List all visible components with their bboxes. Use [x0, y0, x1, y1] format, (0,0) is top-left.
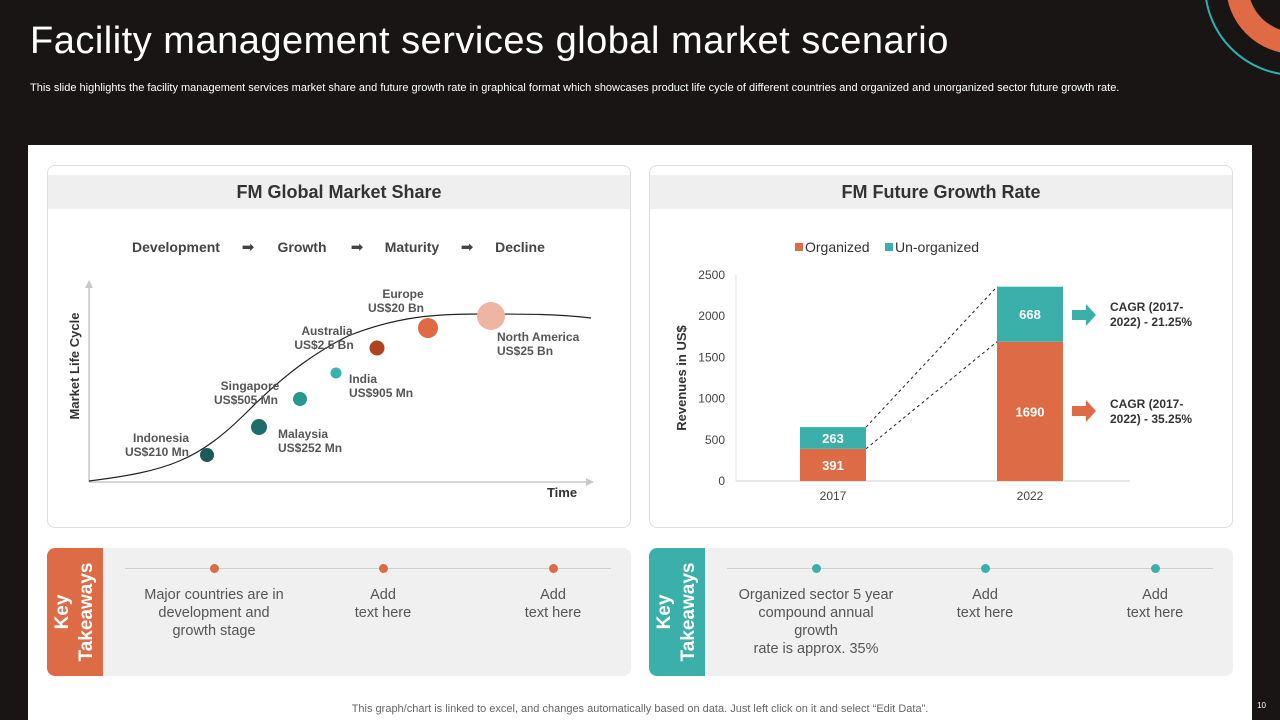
footnote: This graph/chart is linked to excel, and… [351, 703, 929, 715]
bar-un-organized-2017 [800, 427, 866, 449]
life-cycle-point-malaysia [251, 419, 267, 435]
stage-label: Growth [278, 239, 327, 255]
bar-organized-2017 [800, 448, 866, 481]
y-axis-label: Market Life Cycle [67, 313, 82, 420]
takeaway-dot [812, 564, 821, 573]
point-label-indonesia: Indonesia US$210 Mn [125, 431, 189, 459]
takeaway-text: Major countries are in development and gro… [144, 587, 284, 639]
growth-rate-header: FM Future Growth Rate [650, 175, 1232, 209]
decorative-rings [1180, 0, 1280, 95]
y-tick-label: 2500 [698, 268, 725, 282]
slide-title: Facility management services global mark… [30, 20, 949, 62]
bar-un-organized-2022 [997, 286, 1063, 342]
arrow-right-icon: ➡ [351, 239, 364, 256]
stage-label: Maturity [385, 239, 440, 255]
market-share-header: FM Global Market Share [48, 175, 630, 209]
bar-value-label: 391 [822, 458, 844, 473]
page-number: 10 [1257, 701, 1266, 710]
connector-line [865, 341, 998, 450]
life-cycle-point-australia [369, 340, 385, 356]
takeaways-divider [125, 568, 611, 569]
takeaways-tab: Key Takeaways [47, 548, 103, 676]
x-axis-arrow [586, 478, 594, 486]
takeaways-left: Key Takeaways Major countries are in devel… [47, 548, 631, 676]
takeaway-text: Add text here [524, 587, 582, 621]
arrow-right-icon [1072, 304, 1096, 326]
takeaways-right: Key Takeaways Organized sector 5 year comp… [649, 548, 1233, 676]
x-tick-label: 2022 [1017, 489, 1044, 503]
growth-bar-chart[interactable]: Organized Un-organized Revenues in US$ 0… [650, 166, 1233, 528]
connector-line [865, 286, 998, 428]
x-axis-label: Time [547, 485, 577, 500]
point-label-europe: Europe US$20 Bn [368, 287, 424, 315]
arrow-right-icon [1072, 400, 1096, 422]
life-cycle-chart[interactable]: Development Growth Maturity Decline ➡ ➡ … [48, 166, 631, 528]
takeaway-text: Add text here [956, 587, 1014, 621]
y-tick-label: 500 [705, 433, 725, 447]
stage-label: Decline [495, 239, 545, 255]
takeaways-label: Key Takeaways [52, 562, 97, 662]
arrow-right-icon: ➡ [461, 239, 474, 256]
point-label-india: India US$905 Mn [349, 372, 413, 400]
takeaway-dot [1151, 564, 1160, 573]
legend-label-unorganized: Un-organized [895, 239, 979, 255]
stage-label: Development [132, 239, 220, 255]
bar-organized-2022 [997, 341, 1063, 481]
takeaway-dot [981, 564, 990, 573]
life-cycle-point-india [330, 367, 342, 379]
content-area: FM Global Market Share Development Growt… [28, 145, 1252, 720]
life-cycle-point-europe [418, 318, 438, 338]
y-tick-label: 1500 [698, 350, 725, 364]
takeaway-text: Organized sector 5 year compound annual g… [738, 587, 894, 657]
bar-value-label: 668 [1019, 307, 1041, 322]
arrow-right-icon: ➡ [242, 239, 255, 256]
y-axis-arrow [85, 280, 93, 288]
x-tick-label: 2017 [820, 489, 847, 503]
life-cycle-point-north-america [477, 302, 505, 330]
y-tick-label: 1000 [698, 392, 725, 406]
cagr-unorganized-label: CAGR (2017-2022) - 21.25% [1110, 300, 1192, 329]
takeaways-label: Key Takeaways [654, 562, 699, 662]
legend-label-organized: Organized [805, 239, 870, 255]
y-tick-label: 2000 [698, 309, 725, 323]
bar-value-label: 263 [822, 431, 844, 446]
takeaways-tab: Key Takeaways [649, 548, 705, 676]
point-label-singapore: Singapore US$505 Mn [214, 379, 280, 407]
life-cycle-curve [88, 313, 592, 482]
legend-swatch-unorganized [885, 243, 893, 251]
growth-rate-panel: FM Future Growth Rate Organized Un-organ… [649, 165, 1233, 528]
slide-subtitle: This slide highlights the facility manag… [30, 82, 1120, 94]
bar-value-label: 1690 [1016, 404, 1045, 419]
legend-swatch-organized [795, 243, 803, 251]
y-axis-label: Revenues in US$ [674, 324, 689, 430]
life-cycle-point-singapore [293, 392, 307, 406]
point-label-australia: Australia US$2.5 Bn [294, 324, 353, 352]
point-label-north-america: North America US$25 Bn [497, 330, 580, 358]
takeaway-dot [379, 564, 388, 573]
takeaway-text: Add text here [354, 587, 412, 621]
takeaway-dot [549, 564, 558, 573]
point-label-malaysia: Malaysia US$252 Mn [278, 427, 342, 455]
takeaway-text: Add text here [1126, 587, 1184, 621]
y-tick-label: 0 [718, 474, 725, 488]
market-share-panel: FM Global Market Share Development Growt… [47, 165, 631, 528]
takeaway-dot [210, 564, 219, 573]
takeaways-divider [727, 568, 1213, 569]
life-cycle-point-indonesia [200, 448, 214, 462]
cagr-organized-label: CAGR (2017-2022) - 35.25% [1110, 397, 1192, 426]
